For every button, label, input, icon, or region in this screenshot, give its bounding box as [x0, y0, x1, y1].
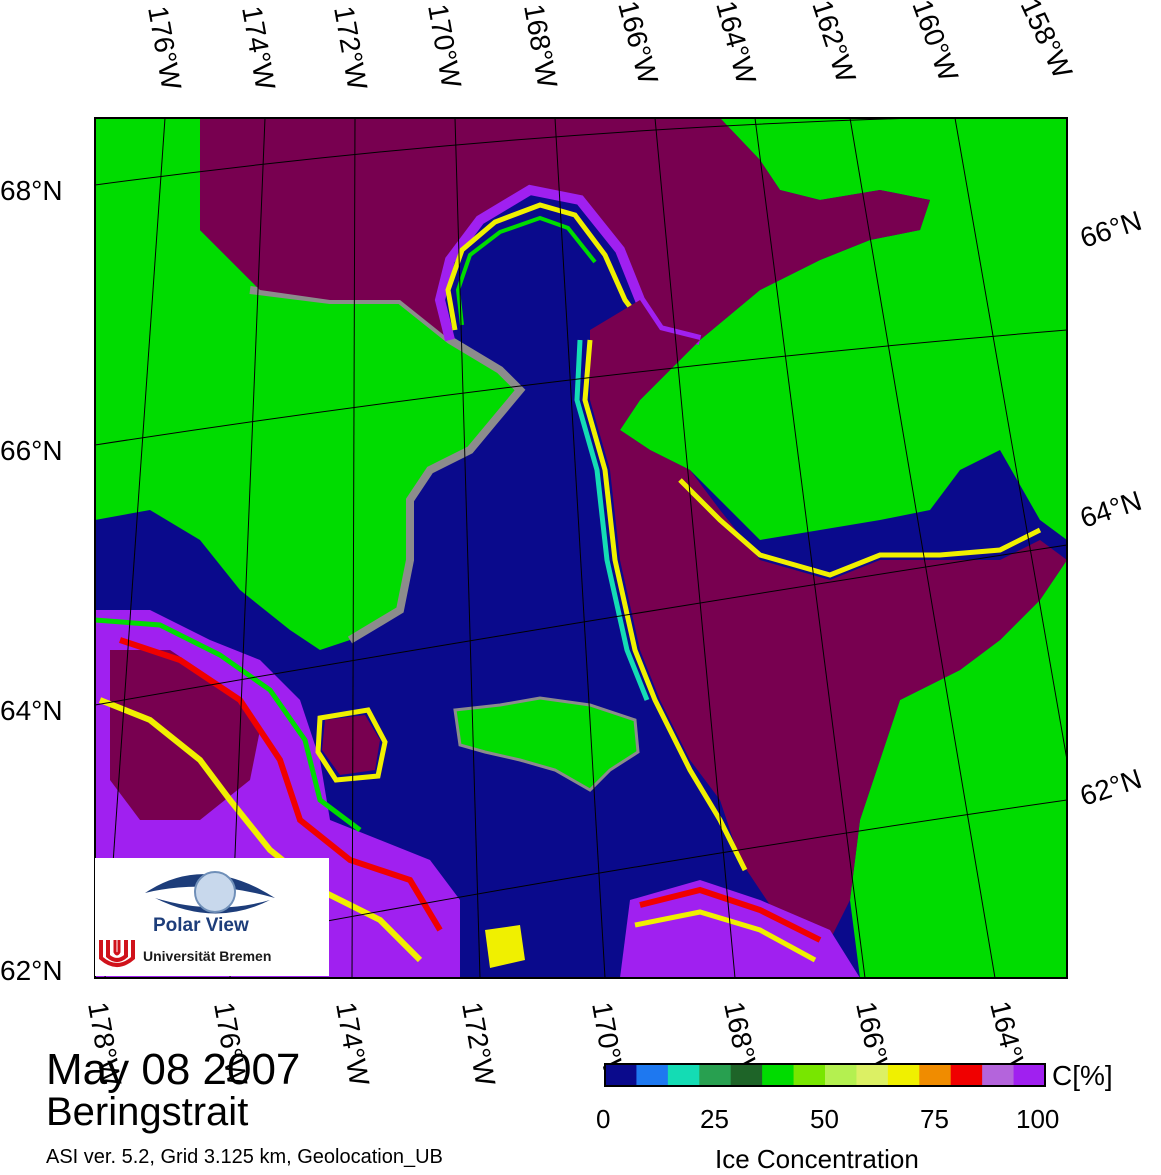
- colorbar-segment: [636, 1064, 669, 1086]
- top-lon-label: 164°W: [710, 0, 762, 88]
- left-lat-label: 66°N: [0, 435, 63, 466]
- bottom-lon-label: 172°W: [456, 1000, 501, 1089]
- right-lat-label: 62°N: [1076, 763, 1145, 812]
- bremen-logo-icon: [99, 940, 135, 967]
- ice-chukchi: [200, 118, 930, 340]
- colorbar-segment: [793, 1064, 826, 1086]
- colorbar-segment: [856, 1064, 889, 1086]
- top-lon-label: 168°W: [518, 2, 563, 91]
- top-lon-labels: 176°W 174°W 172°W 170°W 168°W 166°W 164°…: [142, 0, 1078, 93]
- top-lon-label: 174°W: [236, 4, 281, 93]
- map-footnote: ASI ver. 5.2, Grid 3.125 km, Geolocation…: [46, 1146, 443, 1168]
- land-alaska-south: [850, 560, 1067, 978]
- top-lon-label: 166°W: [612, 0, 664, 88]
- right-lat-label: 64°N: [1076, 485, 1145, 534]
- land-alaska: [620, 118, 1067, 540]
- logo-name: Polar View: [153, 915, 249, 936]
- colorbar-segment: [919, 1064, 952, 1086]
- top-lon-label: 162°W: [806, 0, 862, 87]
- colorbar-segment: [887, 1064, 920, 1086]
- colorbar-tick-label: 50: [810, 1104, 839, 1134]
- colorbar-title: Ice Concentration: [715, 1144, 919, 1174]
- colorbar-segment: [1013, 1064, 1046, 1086]
- top-lon-label: 160°W: [906, 0, 964, 86]
- colorbar-tick-label: 25: [700, 1104, 729, 1134]
- colorbar-tick-label: 100: [1016, 1104, 1060, 1134]
- colorbar-tick-label: 75: [920, 1104, 949, 1134]
- colorbar-tick-label: 0: [596, 1104, 611, 1134]
- right-lat-label: 66°N: [1076, 205, 1145, 254]
- map-date: May 08 2007: [46, 1045, 301, 1094]
- polar-view-logo: Polar View Universität Bremen: [95, 858, 329, 976]
- colorbar-segment: [730, 1064, 763, 1086]
- eye-icon: [145, 871, 275, 914]
- colorbar-segment: [605, 1064, 637, 1086]
- map-region: Beringstrait: [46, 1090, 249, 1134]
- colorbar-segment: [699, 1064, 732, 1086]
- logo-institution: Universität Bremen: [143, 948, 272, 964]
- colorbar-segment: [762, 1064, 795, 1086]
- colorbar-frame: [604, 1063, 1046, 1087]
- ice-chukchi-rim: [445, 202, 642, 331]
- map-frame: [94, 117, 1068, 979]
- left-lat-label: 64°N: [0, 695, 63, 726]
- land-chukotka: [95, 118, 520, 650]
- colorbar-segment: [950, 1064, 983, 1086]
- top-lon-label: 158°W: [1015, 0, 1079, 83]
- colorbar: [605, 1064, 1046, 1086]
- colorbar-segment: [667, 1064, 700, 1086]
- top-lon-label: 176°W: [142, 4, 187, 93]
- ice-patch: [322, 715, 380, 775]
- top-lon-label: 170°W: [422, 2, 467, 91]
- colorbar-segment: [825, 1064, 857, 1086]
- colorbar-segment: [982, 1064, 1015, 1086]
- ice-bering-east: [590, 300, 1067, 940]
- bottom-lon-label: 174°W: [330, 1000, 375, 1089]
- colorbar-unit: C[%]: [1052, 1060, 1113, 1091]
- top-lon-label: 172°W: [328, 4, 373, 93]
- left-lat-label: 68°N: [0, 175, 63, 206]
- left-lat-label: 62°N: [0, 955, 63, 986]
